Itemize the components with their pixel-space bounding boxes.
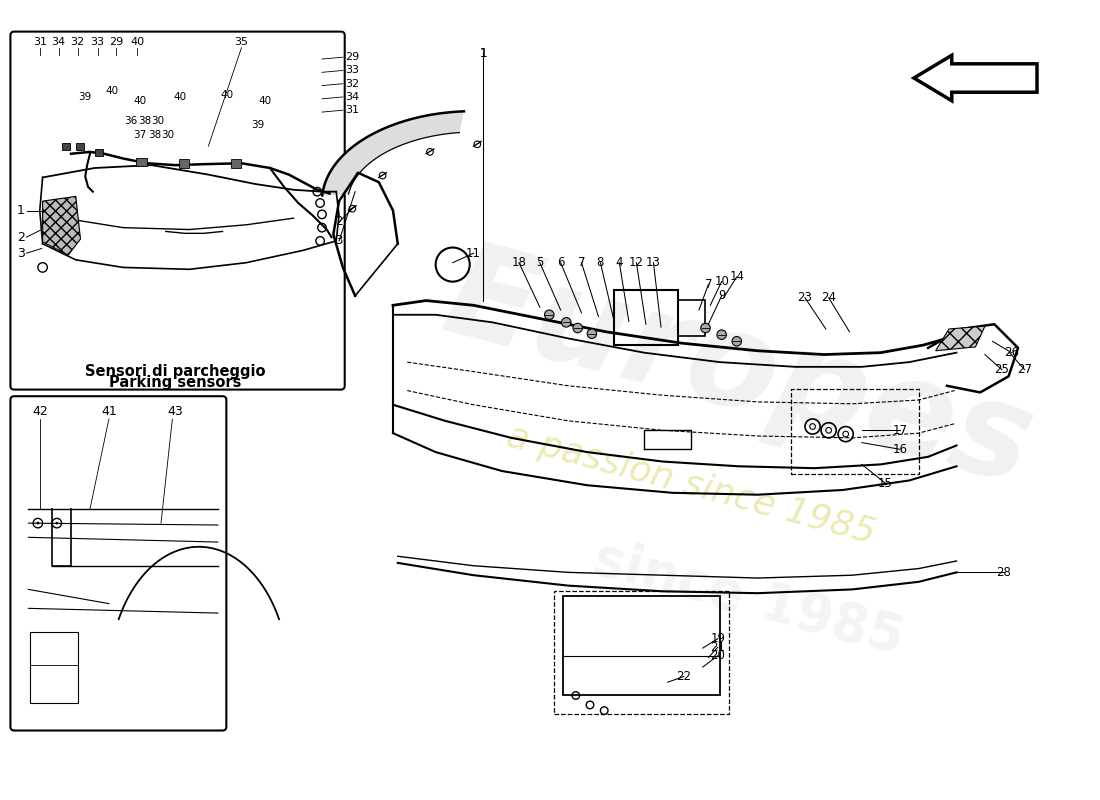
Text: 38: 38: [147, 130, 161, 140]
Text: 29: 29: [345, 52, 360, 62]
Text: 28: 28: [997, 566, 1011, 579]
Circle shape: [573, 323, 582, 333]
Circle shape: [717, 330, 726, 339]
Text: 40: 40: [258, 96, 272, 106]
Bar: [31, 632, 78, 703]
Text: 16: 16: [892, 442, 907, 456]
FancyBboxPatch shape: [10, 396, 227, 730]
Text: 39: 39: [78, 92, 92, 102]
Bar: [231, 159, 242, 168]
FancyBboxPatch shape: [10, 32, 344, 390]
Circle shape: [544, 310, 554, 319]
Text: 24: 24: [821, 291, 836, 304]
Text: 39: 39: [251, 120, 264, 130]
Text: 35: 35: [234, 37, 249, 47]
Bar: [76, 143, 85, 150]
Text: 7: 7: [705, 278, 712, 291]
Text: a passion since 1985: a passion since 1985: [504, 420, 879, 551]
Text: 33: 33: [345, 66, 360, 75]
Text: 21: 21: [711, 641, 725, 654]
Text: 4: 4: [616, 256, 623, 269]
Text: 42: 42: [32, 405, 47, 418]
Circle shape: [587, 329, 596, 338]
Text: Parking sensors: Parking sensors: [109, 375, 241, 390]
Circle shape: [733, 337, 741, 346]
Bar: [614, 290, 678, 345]
Bar: [95, 149, 103, 156]
FancyArrow shape: [914, 55, 1037, 101]
Text: 17: 17: [892, 424, 907, 437]
Text: Europes: Europes: [431, 232, 1046, 511]
Text: 13: 13: [646, 256, 661, 269]
Circle shape: [55, 522, 58, 525]
Text: 43: 43: [167, 405, 183, 418]
Text: 40: 40: [221, 90, 234, 100]
Text: 40: 40: [130, 37, 144, 47]
Text: 32: 32: [70, 37, 85, 47]
Bar: [136, 158, 146, 166]
Circle shape: [36, 522, 40, 525]
Text: 1: 1: [16, 204, 25, 217]
Text: 8: 8: [596, 256, 604, 269]
Text: 20: 20: [711, 649, 725, 662]
Text: 26: 26: [1004, 346, 1019, 359]
Text: 30: 30: [152, 116, 165, 126]
Text: 33: 33: [90, 37, 104, 47]
Bar: [62, 143, 70, 150]
Bar: [678, 300, 705, 336]
Text: 7: 7: [578, 256, 585, 269]
Text: 18: 18: [512, 256, 527, 269]
Polygon shape: [322, 111, 464, 195]
Text: 34: 34: [52, 37, 66, 47]
Text: 19: 19: [711, 632, 725, 645]
Bar: [791, 389, 918, 474]
Text: 3: 3: [336, 234, 343, 247]
Text: 37: 37: [133, 130, 146, 140]
Text: 40: 40: [106, 86, 119, 96]
Text: since 1985: since 1985: [587, 533, 909, 666]
Text: 27: 27: [1018, 363, 1032, 376]
Text: 3: 3: [16, 246, 25, 260]
Text: 2: 2: [16, 230, 25, 244]
Bar: [179, 159, 189, 168]
Circle shape: [562, 318, 571, 327]
Text: 1: 1: [480, 47, 486, 60]
Circle shape: [701, 323, 711, 333]
Text: 31: 31: [33, 37, 47, 47]
Text: 5: 5: [536, 256, 543, 269]
Text: 1: 1: [480, 47, 486, 60]
Text: 11: 11: [466, 246, 481, 260]
Bar: [554, 591, 729, 714]
Text: 40: 40: [174, 92, 187, 102]
Text: 6: 6: [557, 256, 564, 269]
Text: 25: 25: [994, 363, 1010, 376]
Text: 9: 9: [718, 290, 725, 302]
Text: 12: 12: [629, 256, 644, 269]
Text: 36: 36: [124, 116, 138, 126]
Text: 30: 30: [161, 130, 174, 140]
Polygon shape: [936, 326, 985, 350]
Text: 32: 32: [345, 78, 360, 89]
Text: 10: 10: [714, 275, 729, 288]
Text: Sensori di parcheggio: Sensori di parcheggio: [85, 364, 265, 379]
Text: 31: 31: [345, 106, 360, 115]
Text: 15: 15: [878, 477, 893, 490]
Polygon shape: [43, 196, 80, 255]
Text: 29: 29: [109, 37, 123, 47]
Text: 23: 23: [798, 291, 813, 304]
Bar: [563, 596, 719, 695]
Text: 38: 38: [139, 116, 152, 126]
Text: 34: 34: [345, 92, 360, 102]
Text: 2: 2: [336, 215, 343, 229]
Text: 22: 22: [676, 670, 691, 683]
Text: 40: 40: [133, 96, 146, 106]
Text: 41: 41: [101, 405, 117, 418]
Text: 14: 14: [729, 270, 745, 283]
